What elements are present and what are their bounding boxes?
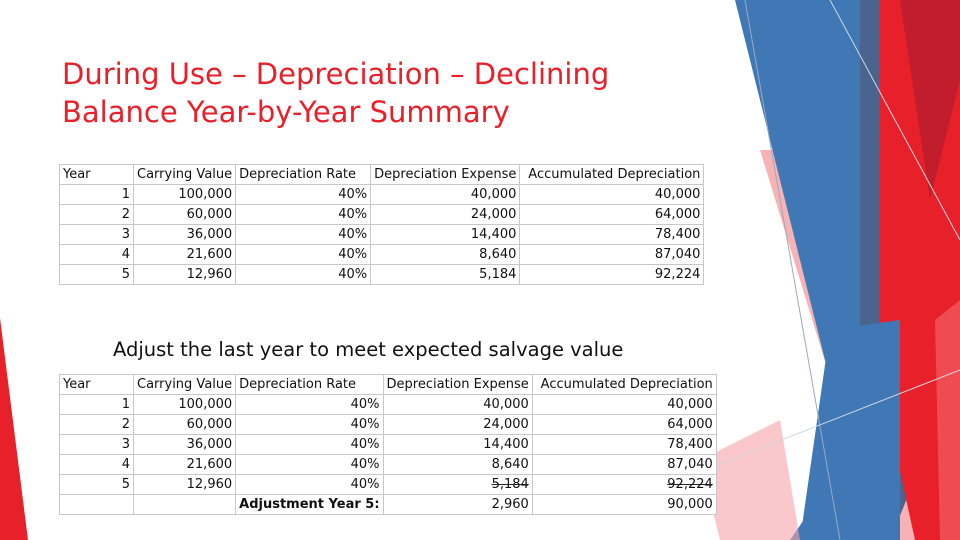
header-carrying-value: Carrying Value — [132, 164, 237, 185]
cell-accumulated: 64,000 — [531, 414, 717, 435]
header-year: Year — [59, 164, 134, 185]
header-carrying-value: Carrying Value — [132, 374, 237, 395]
cell-carrying-value: 100,000 — [132, 394, 237, 415]
header-depreciation-rate: Depreciation Rate — [235, 164, 372, 185]
cell-rate: 40% — [235, 454, 384, 475]
depreciation-table-adjusted: Year Carrying Value Depreciation Rate De… — [59, 374, 717, 515]
header-year: Year — [59, 374, 134, 395]
depreciation-table-original: Year Carrying Value Depreciation Rate De… — [59, 164, 705, 285]
cell-expense: 40,000 — [370, 184, 521, 205]
cell-rate: 40% — [235, 434, 384, 455]
cell-carrying-value: 100,000 — [132, 184, 237, 205]
table-header-row: Year Carrying Value Depreciation Rate De… — [59, 374, 717, 395]
cell-expense: 5,184 — [370, 264, 521, 285]
cell-empty — [132, 494, 237, 515]
cell-rate: 40% — [235, 414, 384, 435]
cell-carrying-value: 21,600 — [132, 454, 237, 475]
cell-carrying-value: 36,000 — [132, 434, 237, 455]
header-depreciation-rate: Depreciation Rate — [235, 374, 384, 395]
cell-empty — [59, 494, 134, 515]
cell-year: 3 — [59, 434, 134, 455]
title-line-1: During Use – Depreciation – Declining — [62, 57, 610, 91]
cell-carrying-value: 60,000 — [132, 204, 237, 225]
table-row: 5 12,960 40% 5,184 92,224 — [59, 474, 717, 495]
title-line-2: Balance Year-by-Year Summary — [62, 95, 510, 129]
cell-accumulated: 78,400 — [531, 434, 717, 455]
cell-expense-struck: 5,184 — [382, 474, 533, 495]
cell-expense: 14,400 — [382, 434, 533, 455]
cell-expense: 24,000 — [382, 414, 533, 435]
cell-year: 4 — [59, 454, 134, 475]
cell-carrying-value: 21,600 — [132, 244, 237, 265]
cell-year: 1 — [59, 394, 134, 415]
adjustment-note: Adjust the last year to meet expected sa… — [113, 338, 624, 361]
cell-carrying-value: 12,960 — [132, 264, 237, 285]
cell-year: 1 — [59, 184, 134, 205]
cell-year: 5 — [59, 474, 134, 495]
slide-title: During Use – Depreciation – Declining Ba… — [62, 55, 722, 131]
right-dark-red-stripe — [900, 0, 960, 200]
cell-year: 3 — [59, 224, 134, 245]
table-header-row: Year Carrying Value Depreciation Rate De… — [59, 164, 705, 185]
cell-year: 4 — [59, 244, 134, 265]
right-blue-lower — [800, 320, 900, 540]
header-depreciation-expense: Depreciation Expense — [370, 164, 521, 185]
cell-accumulated: 40,000 — [531, 394, 717, 415]
right-pink-lower — [700, 420, 800, 540]
table-row: 1 100,000 40% 40,000 40,000 — [59, 394, 717, 415]
cell-year: 5 — [59, 264, 134, 285]
cell-rate: 40% — [235, 264, 372, 285]
cell-accumulated: 92,224 — [519, 264, 705, 285]
cell-year: 2 — [59, 414, 134, 435]
header-accumulated-depreciation: Accumulated Depreciation — [531, 374, 717, 395]
cell-accumulated: 78,400 — [519, 224, 705, 245]
adjustment-accumulated: 90,000 — [531, 494, 717, 515]
cell-accumulated: 64,000 — [519, 204, 705, 225]
cell-rate: 40% — [235, 184, 372, 205]
cell-expense: 14,400 — [370, 224, 521, 245]
cell-accumulated: 87,040 — [531, 454, 717, 475]
table-row: 5 12,960 40% 5,184 92,224 — [59, 264, 705, 285]
cell-carrying-value: 60,000 — [132, 414, 237, 435]
table-row: 2 60,000 40% 24,000 64,000 — [59, 414, 717, 435]
cell-rate: 40% — [235, 474, 384, 495]
cell-expense: 24,000 — [370, 204, 521, 225]
thin-line-2 — [704, 369, 960, 471]
table-row: 4 21,600 40% 8,640 87,040 — [59, 244, 705, 265]
cell-expense: 8,640 — [382, 454, 533, 475]
table-row: 4 21,600 40% 8,640 87,040 — [59, 454, 717, 475]
thin-line-1 — [744, 0, 841, 540]
table-row: 3 36,000 40% 14,400 78,400 — [59, 434, 717, 455]
thin-line-3 — [829, 0, 960, 241]
cell-expense: 40,000 — [382, 394, 533, 415]
cell-carrying-value: 12,960 — [132, 474, 237, 495]
table-row: 3 36,000 40% 14,400 78,400 — [59, 224, 705, 245]
cell-rate: 40% — [235, 394, 384, 415]
cell-accumulated-struck: 92,224 — [531, 474, 717, 495]
adjustment-row: Adjustment Year 5: 2,960 90,000 — [59, 494, 717, 515]
header-depreciation-expense: Depreciation Expense — [382, 374, 533, 395]
cell-year: 2 — [59, 204, 134, 225]
cell-rate: 40% — [235, 224, 372, 245]
left-red-triangle — [0, 318, 28, 540]
adjustment-label: Adjustment Year 5: — [235, 494, 384, 515]
table-row: 2 60,000 40% 24,000 64,000 — [59, 204, 705, 225]
cell-accumulated: 40,000 — [519, 184, 705, 205]
cell-rate: 40% — [235, 204, 372, 225]
cell-accumulated: 87,040 — [519, 244, 705, 265]
right-light-red-wedge — [935, 300, 960, 540]
header-accumulated-depreciation: Accumulated Depreciation — [519, 164, 705, 185]
cell-rate: 40% — [235, 244, 372, 265]
adjustment-expense: 2,960 — [382, 494, 533, 515]
cell-expense: 8,640 — [370, 244, 521, 265]
table-row: 1 100,000 40% 40,000 40,000 — [59, 184, 705, 205]
cell-carrying-value: 36,000 — [132, 224, 237, 245]
